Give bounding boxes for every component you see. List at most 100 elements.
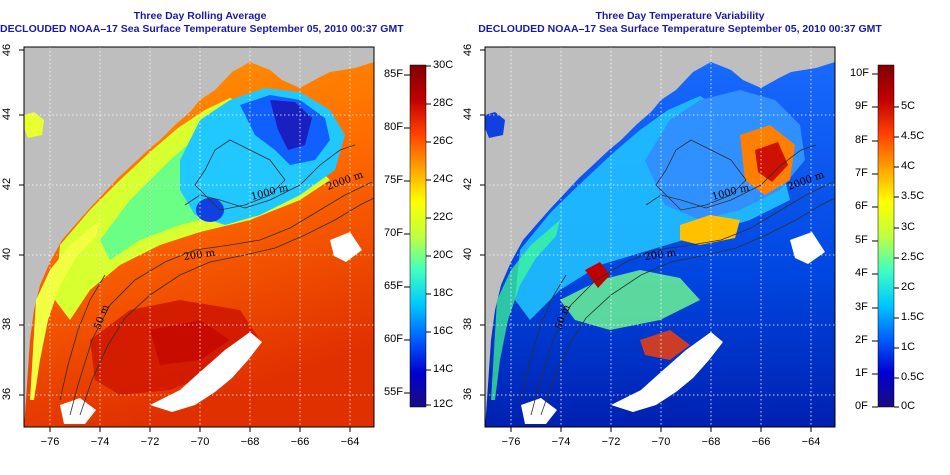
left-cloud-mask-2 <box>60 398 96 424</box>
left-map-frame <box>23 46 375 428</box>
left-title-line1: Three Day Rolling Average <box>133 10 267 22</box>
right-hot-spot-5 <box>640 330 690 360</box>
axis-ticks <box>19 49 812 432</box>
left-y-tick-38: 38 <box>1 317 13 331</box>
left-grid <box>24 47 374 427</box>
left-cb-c-16: 16C <box>433 325 454 337</box>
left-cb-f-75: 75F <box>384 174 403 186</box>
right-cb-c-4-5: 4.5C <box>901 130 925 142</box>
right-coastal-spots <box>485 112 505 138</box>
right-y-tick-46: 46 <box>462 43 474 57</box>
right-y-tick-38: 38 <box>462 317 474 331</box>
left-cb-c-20: 20C <box>433 249 454 261</box>
right-cb-f-0: 0F <box>855 400 868 412</box>
left-colorbar-ramp <box>409 64 427 408</box>
right-contour-label-200: 200 m <box>644 248 677 263</box>
left-cb-c-26: 26C <box>433 135 454 147</box>
left-cb-c-14: 14C <box>433 363 454 375</box>
right-x-tick-68: −68 <box>701 436 721 448</box>
left-land <box>24 47 374 427</box>
left-x-tick-76: −76 <box>40 436 60 448</box>
left-cb-c-12: 12C <box>433 398 454 410</box>
right-cb-c-1: 1C <box>901 341 916 353</box>
right-y-tick-36: 36 <box>462 387 474 401</box>
right-x-tick-74: −74 <box>551 436 571 448</box>
right-cb-f-4: 4F <box>855 267 868 279</box>
left-x-tick-72: −72 <box>140 436 160 448</box>
left-colorbar-ticks <box>404 65 431 406</box>
right-cloud-mask-2 <box>521 398 557 424</box>
left-cb-c-30: 30C <box>433 59 454 71</box>
left-cb-f-80: 80F <box>384 121 403 133</box>
right-cloud-mask-3 <box>790 232 825 264</box>
left-cb-f-85: 85F <box>384 68 403 80</box>
left-colorbar <box>404 64 431 408</box>
right-hot-spot-3 <box>680 215 740 245</box>
left-cb-c-28: 28C <box>433 97 454 109</box>
left-cb-f-55: 55F <box>384 386 403 398</box>
right-hot-spot-2 <box>755 142 788 182</box>
right-cb-c-3: 3C <box>901 221 916 233</box>
right-land <box>485 47 835 427</box>
left-cb-f-60: 60F <box>384 333 403 345</box>
left-y-tick-42: 42 <box>1 177 13 191</box>
left-contour-label-200: 200 m <box>183 248 216 263</box>
right-inner-shelf <box>491 220 560 400</box>
right-y-tick-44: 44 <box>462 107 474 121</box>
right-x-tick-76: −76 <box>501 436 521 448</box>
right-x-tick-64: −64 <box>801 436 821 448</box>
left-gulf-pool <box>196 198 224 222</box>
left-x-tick-68: −68 <box>240 436 260 448</box>
right-cb-f-1: 1F <box>855 367 868 379</box>
left-cb-c-18: 18C <box>433 287 454 299</box>
left-y-tick-44: 44 <box>1 107 13 121</box>
right-cb-f-3: 3F <box>855 301 868 313</box>
left-y-tick-40: 40 <box>1 247 13 261</box>
left-title-line2: DECLOUDED NOAA–17 Sea Surface Temperatur… <box>0 23 404 35</box>
left-warm-core-2 <box>150 320 230 365</box>
right-cloud-mask <box>611 332 723 412</box>
right-x-tick-70: −70 <box>651 436 671 448</box>
right-y-tick-42: 42 <box>462 177 474 191</box>
right-cb-c-2-5: 2.5C <box>901 251 925 263</box>
left-cloud-mask-3 <box>330 232 362 262</box>
left-inner-shelf <box>30 220 100 400</box>
right-shelf-green <box>560 270 700 330</box>
left-x-tick-74: −74 <box>90 436 110 448</box>
left-gulf-deep <box>270 100 312 150</box>
left-y-tick-46: 46 <box>1 43 13 57</box>
right-cb-f-5: 5F <box>855 234 868 246</box>
left-y-tick-36: 36 <box>1 387 13 401</box>
right-cb-f-10: 10F <box>850 67 869 79</box>
right-colorbar <box>872 64 899 408</box>
left-bathymetry-contours <box>59 139 374 416</box>
right-cb-f-6: 6F <box>855 200 868 212</box>
right-cb-f-8: 8F <box>855 134 868 146</box>
left-map <box>24 47 374 427</box>
right-cb-c-1-5: 1.5C <box>901 311 925 323</box>
left-cb-c-24: 24C <box>433 173 454 185</box>
right-y-tick-40: 40 <box>462 247 474 261</box>
left-x-tick-66: −66 <box>290 436 310 448</box>
right-map-frame <box>484 46 836 428</box>
right-cb-c-2: 2C <box>901 281 916 293</box>
right-cb-c-5: 5C <box>901 100 916 112</box>
left-cb-f-70: 70F <box>384 227 403 239</box>
right-x-tick-66: −66 <box>751 436 771 448</box>
left-cloud-mask <box>150 332 262 412</box>
right-title-line2: DECLOUDED NOAA–17 Sea Surface Temperatur… <box>478 23 882 35</box>
right-hot-spot-4 <box>585 262 610 288</box>
right-map <box>485 47 835 427</box>
right-cb-f-9: 9F <box>855 100 868 112</box>
right-title-line1: Three Day Temperature Variability <box>595 10 765 22</box>
right-cb-c-3-5: 3.5C <box>901 190 925 202</box>
right-colorbar-ticks <box>872 73 899 408</box>
left-x-tick-70: −70 <box>190 436 210 448</box>
right-cb-c-0-5: 0.5C <box>901 371 925 383</box>
left-cb-c-22: 22C <box>433 211 454 223</box>
left-coastal-yellow <box>24 112 44 138</box>
left-cb-f-65: 65F <box>384 280 403 292</box>
right-cb-c-4: 4C <box>901 160 916 172</box>
right-x-tick-72: −72 <box>601 436 621 448</box>
